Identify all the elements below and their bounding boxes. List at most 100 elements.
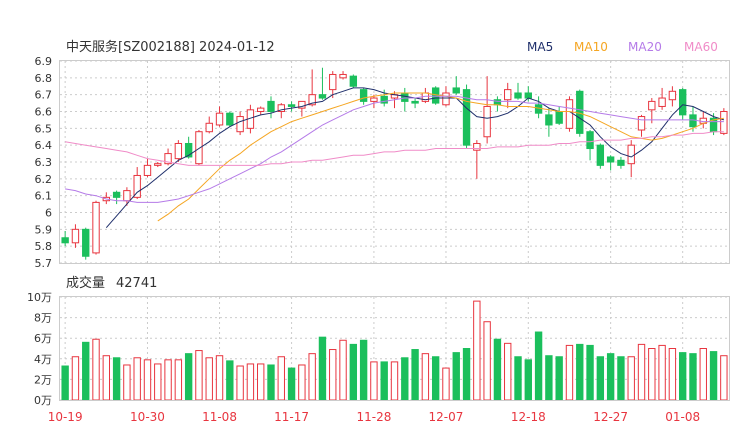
candle-body	[545, 114, 553, 126]
candle-body	[462, 89, 471, 146]
volume-bar	[257, 363, 265, 401]
candle-body	[174, 142, 183, 160]
date-tick-label: 12-18	[511, 410, 546, 424]
date-tick-label: 10-19	[48, 410, 83, 424]
volume-bar	[442, 367, 450, 401]
candle-body	[514, 92, 522, 99]
candle-body	[133, 174, 141, 198]
candle-body	[164, 153, 172, 165]
candle-body	[648, 100, 656, 111]
date-tick-label: 10-30	[130, 410, 165, 424]
volume-bar	[668, 348, 677, 401]
chart-title: 中天服务[SZ002188] 2024-01-12	[66, 39, 275, 55]
volume-value: 42741	[116, 276, 157, 291]
ma-line-ma10	[157, 92, 724, 222]
volume-bar	[390, 361, 399, 401]
date-tick-label: 01-08	[665, 410, 700, 424]
volume-bar	[565, 344, 574, 401]
volume-bar	[617, 356, 625, 401]
legend-ma10: MA10	[574, 40, 608, 54]
candle-body	[359, 89, 368, 102]
candle-body	[123, 190, 131, 202]
price-tick-label: 5.9	[35, 223, 53, 236]
price-yaxis: 6.9 6.8 6.7 6.6 6.5 6.4 6.3 6.2 6.1 6 5.9 5.8 5.7	[35, 55, 53, 270]
volume-bar	[678, 352, 687, 401]
volume-bar	[82, 341, 90, 401]
volume-bar	[534, 331, 543, 401]
volume-bar	[102, 355, 111, 401]
candle-body	[524, 92, 532, 99]
volume-bar	[195, 350, 203, 401]
date-tick-label: 11-28	[356, 410, 391, 424]
volume-bar	[648, 348, 656, 401]
candle-body	[257, 107, 265, 112]
candle-body	[339, 73, 347, 79]
volume-bar	[329, 349, 337, 401]
volume-tick-label: 4万	[34, 353, 52, 366]
candle-body	[565, 99, 574, 129]
volume-bar	[709, 351, 718, 401]
volume-bar	[174, 359, 183, 401]
price-tick-label: 6	[45, 207, 52, 220]
date-tick-label: 11-08	[202, 410, 237, 424]
candle-body	[617, 159, 625, 166]
candle-body	[298, 100, 306, 109]
price-tick-label: 5.8	[35, 240, 53, 253]
volume-bar	[184, 353, 193, 401]
price-tick-label: 6.3	[35, 156, 53, 169]
candle-body	[195, 131, 203, 165]
candle-body	[370, 97, 378, 102]
volume-bar	[699, 348, 707, 401]
candle-body	[349, 75, 358, 87]
date-axis: 10-19 10-30 11-08 11-17 11-28 12-07 12-18 12-27…	[48, 410, 700, 424]
volume-bar	[380, 361, 388, 401]
candle-body	[555, 111, 563, 124]
volume-bar	[586, 344, 594, 401]
date-tick-label: 11-17	[274, 410, 309, 424]
volume-bar	[606, 353, 615, 401]
ma-lines	[65, 87, 725, 229]
price-tick-label: 6.5	[35, 122, 53, 135]
volume-bar	[164, 359, 172, 401]
volume-bar	[71, 356, 80, 401]
candle-body	[143, 164, 152, 176]
price-tick-label: 6.2	[35, 173, 53, 186]
legend-ma60: MA60	[684, 40, 718, 54]
volume-bar	[637, 343, 646, 401]
candle-body	[720, 111, 728, 134]
volume-bar	[576, 343, 584, 401]
price-tick-label: 6.1	[35, 190, 53, 203]
candle-body	[287, 104, 296, 107]
volume-bar	[596, 356, 605, 401]
volume-bar	[370, 361, 378, 401]
volume-bar	[483, 321, 491, 401]
candles	[61, 67, 728, 260]
candle-body	[668, 90, 677, 101]
volume-tick-label: 0万	[34, 394, 52, 407]
volume-bar	[658, 344, 666, 401]
ma-line-ma60	[65, 131, 724, 166]
candle-body	[678, 89, 687, 116]
volume-bar	[154, 363, 162, 401]
volume-bar	[339, 339, 347, 401]
volume-bar	[401, 357, 409, 401]
ma-line-ma20	[65, 95, 724, 203]
price-tick-label: 6.9	[35, 55, 53, 68]
candle-body	[92, 201, 100, 254]
volume-bar	[318, 336, 327, 401]
volume-bar	[246, 363, 255, 401]
volume-bar	[92, 338, 100, 401]
price-tick-label: 6.6	[35, 106, 53, 119]
volume-bar	[267, 364, 275, 401]
volume-yaxis: 10万 8万 6万 4万 2万 0万	[27, 291, 52, 407]
candle-body	[277, 104, 285, 113]
price-tick-label: 6.7	[35, 89, 53, 102]
volume-bar	[627, 356, 635, 401]
candle-body	[483, 105, 491, 138]
candle-body	[318, 94, 327, 99]
price-tick-label: 6.8	[35, 72, 53, 85]
volume-bar	[359, 339, 368, 401]
price-tick-label: 5.7	[35, 257, 53, 270]
volume-bar	[452, 352, 460, 401]
